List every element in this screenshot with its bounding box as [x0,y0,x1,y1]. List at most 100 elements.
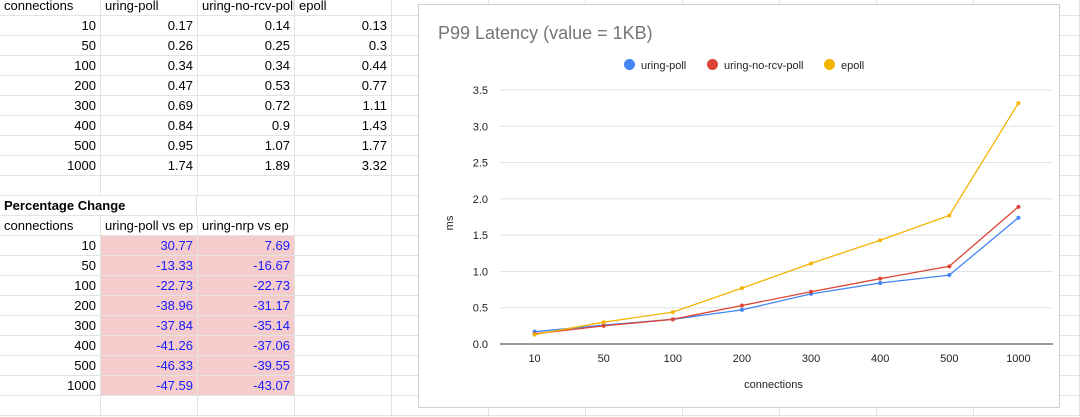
legend-label: epoll [841,60,865,72]
data-cell[interactable]: 1.07 [198,136,295,156]
data-cell[interactable]: 1.74 [101,156,198,176]
data-cell[interactable]: 300 [0,96,101,116]
empty-cell[interactable] [295,336,392,356]
data-cell[interactable]: 200 [0,76,101,96]
y-tick-label: 2.0 [473,194,488,206]
data-cell[interactable]: 0.34 [101,56,198,76]
empty-cell[interactable] [295,216,392,236]
header-cell[interactable]: uring-poll [101,0,198,16]
empty-cell[interactable] [0,176,101,196]
data-cell[interactable]: 7.69 [198,236,295,256]
data-cell[interactable]: 400 [0,336,101,356]
data-cell[interactable]: 10 [0,236,101,256]
data-cell[interactable]: 1.11 [295,96,392,116]
data-cell[interactable]: 0.44 [295,56,392,76]
header-cell[interactable]: uring-poll vs ep [101,216,198,236]
data-cell[interactable]: 0.17 [101,16,198,36]
header-cell[interactable]: uring-no-rcv-poll [198,0,295,16]
data-cell[interactable]: 0.14 [198,16,295,36]
empty-cell[interactable] [295,196,392,216]
data-cell[interactable]: 100 [0,56,101,76]
data-point-uring-no-rcv-poll [739,303,744,308]
data-cell[interactable]: 1000 [0,376,101,396]
data-cell[interactable]: -31.17 [198,296,295,316]
data-cell[interactable]: 1.89 [198,156,295,176]
data-cell[interactable]: -39.55 [198,356,295,376]
data-cell[interactable]: 100 [0,276,101,296]
data-point-uring-poll [947,273,952,278]
data-cell[interactable]: -22.73 [101,276,198,296]
data-cell[interactable]: -35.14 [198,316,295,336]
empty-cell[interactable] [101,176,198,196]
empty-cell[interactable] [295,176,392,196]
data-cell[interactable]: -47.59 [101,376,198,396]
data-cell[interactable]: 1.77 [295,136,392,156]
empty-cell[interactable] [295,316,392,336]
data-cell[interactable]: 0.26 [101,36,198,56]
data-cell[interactable]: 50 [0,256,101,276]
data-cell[interactable]: 200 [0,296,101,316]
data-cell[interactable]: 0.9 [198,116,295,136]
sheet-row [0,396,1080,416]
header-cell[interactable]: connections [0,216,101,236]
y-tick-label: 2.5 [473,158,488,170]
data-cell[interactable]: 0.34 [198,56,295,76]
data-cell[interactable]: -13.33 [101,256,198,276]
data-cell[interactable]: -22.73 [198,276,295,296]
empty-cell[interactable] [198,176,295,196]
empty-cell[interactable] [295,296,392,316]
empty-cell[interactable] [198,196,295,216]
empty-cell[interactable] [295,396,392,416]
empty-cell[interactable] [295,376,392,396]
data-cell[interactable]: 0.77 [295,76,392,96]
data-cell[interactable]: 0.72 [198,96,295,116]
data-cell[interactable]: -16.67 [198,256,295,276]
empty-cell[interactable] [295,256,392,276]
data-cell[interactable]: 0.47 [101,76,198,96]
header-cell[interactable]: uring-nrp vs ep [198,216,295,236]
sheet-row: connections uring-poll vs ep uring-nrp vs … [0,216,1080,236]
data-point-epoll [601,320,606,325]
header-cell[interactable]: epoll [295,0,392,16]
data-cell[interactable]: 0.53 [198,76,295,96]
data-point-uring-no-rcv-poll [878,276,883,281]
data-cell[interactable]: 400 [0,116,101,136]
data-cell[interactable]: 0.69 [101,96,198,116]
data-cell[interactable]: 10 [0,16,101,36]
data-cell[interactable]: 0.84 [101,116,198,136]
data-cell[interactable]: 500 [0,356,101,376]
y-axis-title: ms [444,215,456,230]
data-cell[interactable]: 0.25 [198,36,295,56]
data-cell[interactable]: -37.06 [198,336,295,356]
chart-plot-area: 0.0 0.5 1.0 1.5 2.0 2.5 3.0 3.5 10 50 100 200 300 400… [444,85,1053,391]
legend-item-uring-no-rcv-poll[interactable]: uring-no-rcv-poll [707,57,803,75]
line-chart[interactable]: P99 Latency (value = 1KB) uring-poll urin… [418,4,1060,408]
data-cell[interactable]: -38.96 [101,296,198,316]
empty-cell[interactable] [198,396,295,416]
data-cell[interactable]: 0.95 [101,136,198,156]
data-cell[interactable]: 3.32 [295,156,392,176]
empty-cell[interactable] [295,236,392,256]
data-cell[interactable]: 1000 [0,156,101,176]
data-cell[interactable]: -41.26 [101,336,198,356]
header-cell[interactable]: connections [0,0,101,16]
data-cell[interactable]: 500 [0,136,101,156]
data-cell[interactable]: 30.77 [101,236,198,256]
data-cell[interactable]: 0.3 [295,36,392,56]
data-cell[interactable]: 0.13 [295,16,392,36]
legend-item-uring-poll[interactable]: uring-poll [624,57,686,75]
empty-cell[interactable] [0,396,101,416]
data-cell[interactable]: 1.43 [295,116,392,136]
section-title-cell[interactable]: Percentage Change [0,196,197,216]
legend-item-epoll[interactable]: epoll [824,57,864,75]
data-cell[interactable]: -43.07 [198,376,295,396]
data-cell[interactable]: 50 [0,36,101,56]
data-cell[interactable]: -46.33 [101,356,198,376]
empty-cell[interactable] [295,356,392,376]
data-point-epoll [739,286,744,291]
data-cell[interactable]: 300 [0,316,101,336]
sheet-row: 300 -37.84 -35.14 [0,316,1080,336]
data-cell[interactable]: -37.84 [101,316,198,336]
empty-cell[interactable] [295,276,392,296]
empty-cell[interactable] [101,396,198,416]
